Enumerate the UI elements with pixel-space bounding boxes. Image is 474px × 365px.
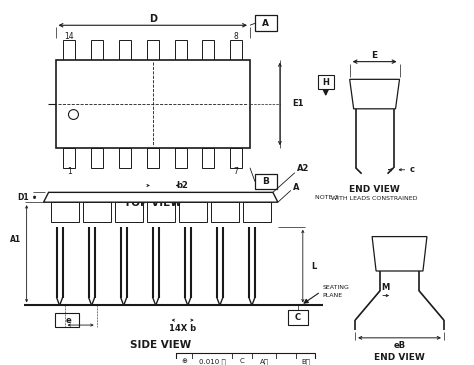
Bar — [202, 148, 214, 168]
Text: H: H — [322, 78, 329, 87]
Text: A: A — [263, 19, 269, 28]
Text: A1: A1 — [9, 235, 21, 243]
Polygon shape — [44, 192, 278, 202]
Bar — [91, 40, 103, 59]
Bar — [318, 76, 334, 89]
Text: ⊕: ⊕ — [181, 358, 187, 364]
Text: 14X b: 14X b — [169, 323, 196, 333]
Bar — [230, 148, 242, 168]
Text: b2: b2 — [177, 181, 189, 190]
Text: TOP VIEW: TOP VIEW — [124, 198, 182, 208]
Bar — [91, 148, 103, 168]
Text: 0.010 Ⓜ: 0.010 Ⓜ — [199, 358, 226, 365]
Polygon shape — [372, 237, 427, 271]
Bar — [55, 59, 250, 148]
Text: NOTE 3: NOTE 3 — [315, 195, 338, 200]
Bar — [51, 202, 79, 222]
Bar — [174, 148, 186, 168]
Text: M: M — [381, 283, 389, 292]
Text: 1: 1 — [67, 167, 72, 176]
Text: 14: 14 — [64, 32, 74, 41]
Text: WITH LEADS CONSTRAINED: WITH LEADS CONSTRAINED — [331, 196, 418, 201]
Bar — [288, 310, 308, 325]
Bar — [243, 202, 271, 222]
Text: END VIEW: END VIEW — [349, 185, 400, 194]
Bar — [378, 241, 421, 267]
Bar — [176, 353, 315, 365]
Text: L: L — [311, 262, 316, 270]
Bar — [146, 202, 175, 222]
Text: A: A — [293, 183, 300, 192]
Text: B: B — [263, 177, 269, 186]
Bar — [147, 40, 159, 59]
Text: c: c — [410, 165, 414, 174]
Text: C: C — [295, 313, 301, 322]
Bar — [64, 148, 75, 168]
Text: SEATING: SEATING — [323, 285, 350, 290]
Bar — [230, 40, 242, 59]
Bar — [119, 148, 131, 168]
Text: 8: 8 — [234, 32, 238, 41]
Text: END VIEW: END VIEW — [374, 353, 425, 362]
Bar — [64, 40, 75, 59]
Text: e: e — [66, 316, 72, 324]
Bar — [55, 313, 79, 327]
Bar — [255, 174, 277, 189]
Text: A2: A2 — [297, 164, 309, 173]
Text: D: D — [149, 14, 157, 24]
Bar — [82, 202, 110, 222]
Polygon shape — [350, 79, 400, 109]
Bar — [355, 83, 394, 105]
Text: C: C — [240, 358, 245, 364]
Bar — [119, 40, 131, 59]
Bar — [211, 202, 239, 222]
Bar — [202, 40, 214, 59]
Text: AⓂ: AⓂ — [260, 358, 269, 365]
Bar — [147, 148, 159, 168]
Text: E: E — [372, 51, 378, 60]
Text: SIDE VIEW: SIDE VIEW — [130, 340, 191, 350]
Text: 7: 7 — [234, 167, 238, 176]
Text: D1: D1 — [17, 193, 28, 202]
Text: PLANE: PLANE — [323, 293, 343, 298]
Text: eB: eB — [393, 341, 406, 350]
Bar — [174, 40, 186, 59]
Bar — [179, 202, 207, 222]
Bar — [115, 202, 143, 222]
Bar — [255, 15, 277, 31]
Text: E1: E1 — [292, 99, 303, 108]
Text: BⓂ: BⓂ — [301, 358, 310, 365]
